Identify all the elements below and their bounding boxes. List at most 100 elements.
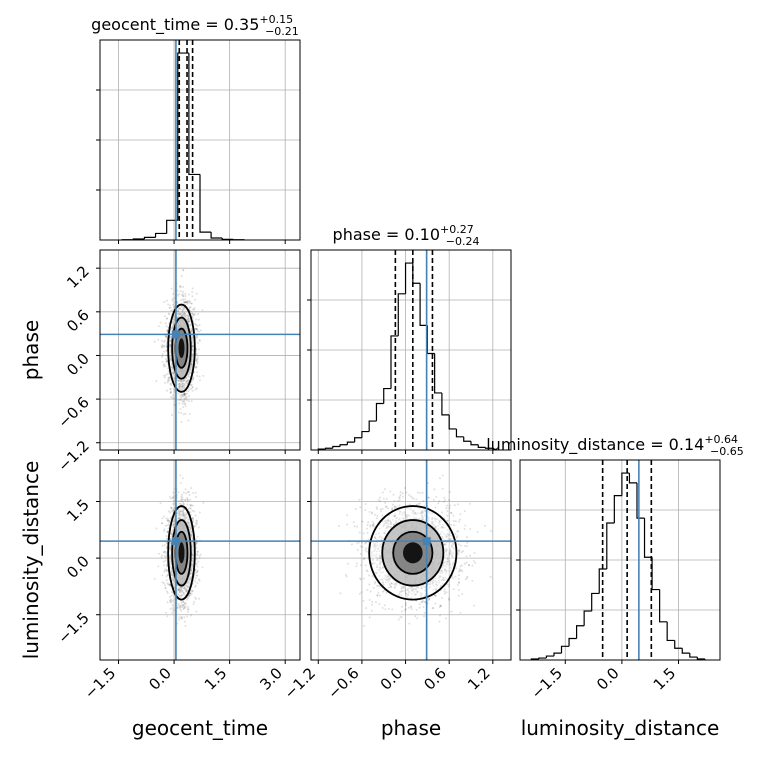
sample-point [162,550,165,553]
sample-point [170,382,173,385]
sample-point [169,584,172,587]
sample-point [189,594,192,597]
sample-point [196,362,199,365]
sample-point [169,600,172,603]
sample-point [173,519,176,522]
sample-point [170,335,173,338]
sample-point [170,414,173,417]
sample-point [191,536,194,539]
sample-point [192,557,195,560]
sample-point [184,499,187,502]
sample-point [182,311,185,314]
sample-point [183,301,186,304]
sample-point [168,583,171,586]
sample-point [178,502,181,505]
sample-point [183,607,186,610]
sample-point [171,364,174,367]
sample-point [179,286,182,289]
sample-point [190,361,193,364]
sample-point [177,411,180,414]
sample-point [171,575,174,578]
sample-point [181,586,184,589]
sample-point [178,387,181,390]
sample-point [190,302,193,305]
sample-point [172,317,175,320]
sample-point [191,342,194,345]
sample-point [182,491,185,494]
sample-point [169,511,172,514]
sample-point [193,298,196,301]
sample-point [169,391,172,394]
sample-point [190,534,193,537]
sample-point [187,521,190,524]
sample-point [180,594,183,597]
sample-point [172,491,175,494]
sample-point [189,365,192,368]
sample-point [185,301,188,304]
sample-point [172,502,175,505]
sample-point [197,330,200,333]
sample-point [179,606,182,609]
hist-bin [666,621,675,642]
hist-bin [484,447,493,449]
sample-point [162,560,165,563]
sample-point [185,589,188,592]
sample-point [191,363,194,366]
sample-point [185,516,188,519]
sample-point [183,515,186,518]
sample-point [170,362,173,365]
sample-point [166,574,169,577]
sample-point [182,600,185,603]
hist-bin [368,420,377,432]
sample-point [169,390,172,393]
sample-point [181,589,184,592]
sample-point [196,360,199,363]
sample-point [177,589,180,592]
sample-point [192,518,195,521]
sample-point [196,329,199,332]
sample-point [173,322,176,325]
hist-bin [674,640,683,649]
sample-point [169,607,172,610]
sample-point [189,367,192,370]
sample-point [186,380,189,383]
sample-point [177,379,180,382]
sample-point [180,617,183,620]
sample-point [184,315,187,318]
sample-point [186,378,189,381]
sample-point [186,376,189,379]
sample-point [173,378,176,381]
sample-point [190,576,193,579]
sample-point [161,581,164,584]
sample-point [163,340,166,343]
sample-point [188,375,191,378]
hist-bin [390,335,399,389]
sample-point [168,521,171,524]
sample-point [177,588,180,591]
sample-point [196,535,199,538]
sample-point [178,591,181,594]
sample-point [164,339,167,342]
sample-point [185,590,188,593]
sample-point [191,348,194,351]
sample-point [190,302,193,305]
sample-point [179,379,182,382]
sample-point [196,520,199,523]
sample-point [169,383,172,386]
sample-point [190,568,193,571]
sample-point [178,313,181,316]
sample-point [178,516,181,519]
sample-point [187,597,190,600]
sample-point [183,392,186,395]
sample-point [168,583,171,586]
sample-point [181,508,184,511]
sample-point [181,309,184,312]
sample-point [179,312,182,315]
sample-point [182,393,185,396]
sample-point [196,565,199,568]
sample-point [180,412,183,415]
sample-point [186,584,189,587]
sample-point [172,377,175,380]
sample-point [169,339,172,342]
sample-point [169,336,172,339]
